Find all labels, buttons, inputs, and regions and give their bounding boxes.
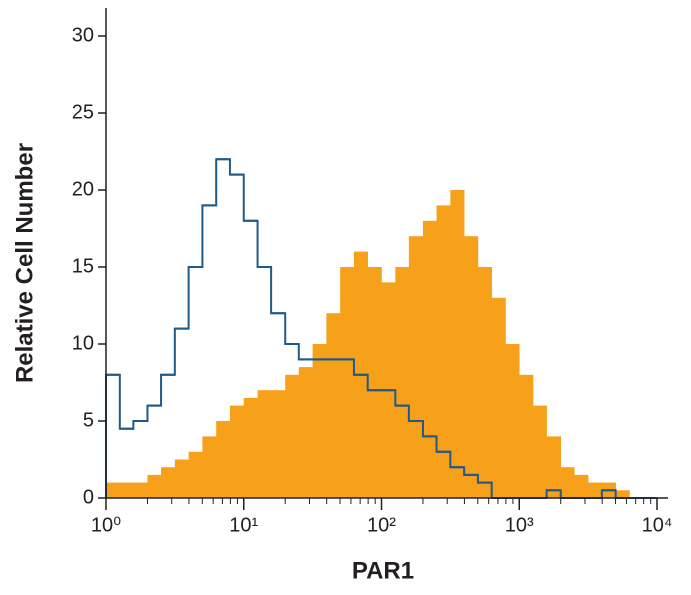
histogram-bar [450,190,465,498]
histogram-bar [271,390,286,498]
histogram-bar [243,397,258,498]
y-tick-label: 0 [83,486,94,508]
histogram-bar [216,421,231,498]
histogram-bar [505,344,520,498]
histogram-bar [257,390,272,498]
histogram-bar [588,482,603,498]
histogram-bar [174,459,189,498]
histogram-bar [285,374,300,498]
histogram-bar [533,405,547,498]
histogram-bar [546,436,562,498]
x-tick-label: 10² [367,514,396,536]
histogram-bar [340,267,355,498]
histogram-bar [188,451,203,498]
histogram-bar [326,313,341,498]
x-tick-label: 10³ [505,514,534,536]
histogram-bar [161,467,176,498]
histogram-bar [298,367,313,498]
histogram-bar [574,474,589,498]
histogram-bar [133,482,148,498]
y-axis-label: Relative Cell Number [11,143,38,383]
y-tick-label: 25 [72,101,94,123]
histogram-bar [615,490,630,498]
histogram-bar [229,405,245,498]
histogram-bar [477,267,493,498]
y-tick-label: 10 [72,332,94,354]
histogram-bar [408,236,424,498]
histogram-bar [202,436,217,498]
x-tick-label: 10⁴ [642,514,673,536]
histogram-bar [147,474,162,498]
histogram-bar [560,467,575,498]
histogram-bar [436,205,451,498]
x-tick-label: 10¹ [229,514,258,536]
histogram-bar [491,297,506,498]
y-tick-label: 15 [72,255,94,277]
y-tick-label: 20 [72,178,94,200]
x-tick-label: 10⁰ [91,514,121,536]
histogram-bar [367,267,382,498]
histogram-bar [106,482,121,498]
histogram-bar [519,374,534,498]
y-tick-label: 5 [83,409,94,431]
histogram-bar [395,267,410,498]
histogram-bar [312,344,327,498]
histogram-bar [464,236,479,498]
histogram-bar [422,220,437,499]
y-tick-label: 30 [72,24,94,46]
histogram-bar [119,482,134,498]
x-axis-label: PAR1 [352,557,414,584]
